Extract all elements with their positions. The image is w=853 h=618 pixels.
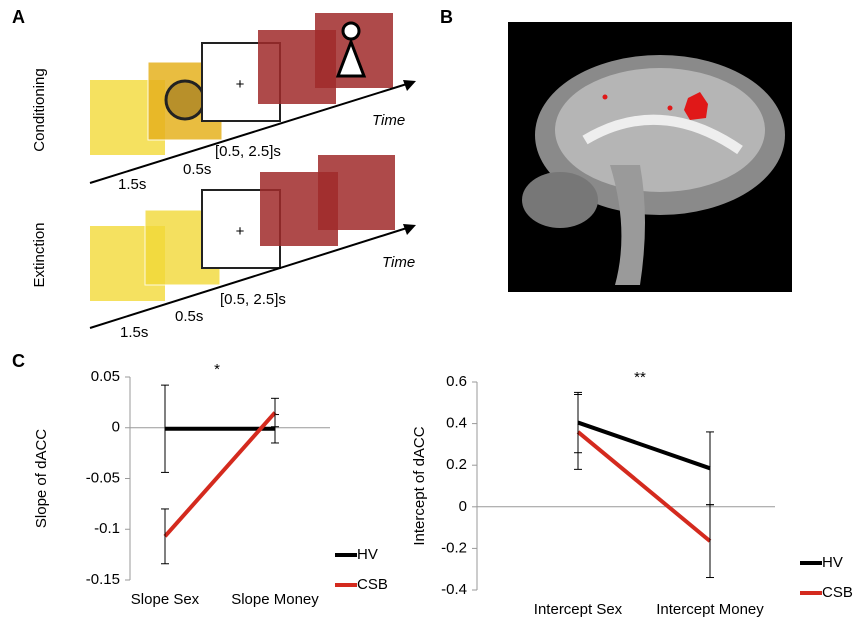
- y-tick-label: 0.05: [91, 368, 120, 385]
- duration: [0.5, 2.5]s: [215, 143, 281, 160]
- coin: [164, 79, 206, 121]
- y-tick-label: 0: [459, 498, 467, 515]
- activation: [602, 94, 608, 100]
- fixation: +: [236, 223, 245, 240]
- arrow-head: [403, 224, 416, 235]
- axis-label: Time: [382, 254, 415, 271]
- extinction-timeline: + Time 1.5s 0.5s [0.5, 2.5]s Extinction: [31, 155, 416, 341]
- y-tick-label: 0: [112, 419, 120, 436]
- y-tick-label: -0.4: [441, 581, 467, 598]
- y-tick-label: -0.05: [86, 469, 120, 486]
- y-tick-label: -0.15: [86, 571, 120, 588]
- duration: 0.5s: [175, 308, 203, 325]
- axis-label: Time: [372, 112, 405, 129]
- y-tick-label: -0.1: [94, 520, 120, 537]
- cerebellum: [522, 172, 598, 228]
- legend-label: HV: [357, 546, 378, 563]
- y-axis-label: Slope of dACC: [33, 429, 50, 528]
- legend-label: CSB: [822, 584, 853, 601]
- activation: [684, 92, 708, 120]
- phase-label: Conditioning: [31, 68, 48, 151]
- phase-label: Extinction: [31, 222, 48, 287]
- annotation: *: [214, 361, 220, 378]
- annotation: **: [634, 369, 646, 386]
- x-tick-label: Intercept Money: [656, 601, 764, 618]
- y-tick-label: 0.2: [446, 456, 467, 473]
- panel-label: A: [12, 7, 25, 27]
- panel-label: B: [440, 7, 453, 27]
- brain-image: [508, 22, 792, 292]
- conditioning-timeline: + Time 1.5s 0.5s [0.5, 2.5]s Conditionin…: [31, 13, 416, 193]
- legend-label: HV: [822, 554, 843, 571]
- legend-label: CSB: [357, 576, 388, 593]
- x-tick-label: Intercept Sex: [534, 601, 623, 618]
- series-line: [163, 411, 277, 538]
- panel-label: C: [12, 351, 25, 371]
- time-arrow: [89, 226, 411, 329]
- series-line: [576, 430, 712, 543]
- y-tick-label: 0.6: [446, 373, 467, 390]
- corpus-callosum: [582, 114, 743, 155]
- x-tick-label: Slope Sex: [131, 591, 200, 608]
- activation: [667, 105, 673, 111]
- arrow-head: [403, 80, 416, 91]
- series-line: [577, 420, 711, 471]
- brainstem: [610, 165, 645, 285]
- time-arrow: [89, 82, 411, 184]
- x-tick-label: Slope Money: [231, 591, 319, 608]
- y-tick-label: 0.4: [446, 415, 467, 432]
- fixation: +: [236, 76, 245, 93]
- duration: 0.5s: [183, 161, 211, 178]
- icon: [335, 37, 367, 78]
- outcome-square: [318, 155, 395, 230]
- duration: 1.5s: [118, 176, 146, 193]
- y-axis-label: Intercept of dACC: [411, 426, 428, 545]
- duration: 1.5s: [120, 324, 148, 341]
- icon: [341, 21, 361, 41]
- brain: [555, 68, 765, 192]
- duration: [0.5, 2.5]s: [220, 291, 286, 308]
- y-tick-label: -0.2: [441, 539, 467, 556]
